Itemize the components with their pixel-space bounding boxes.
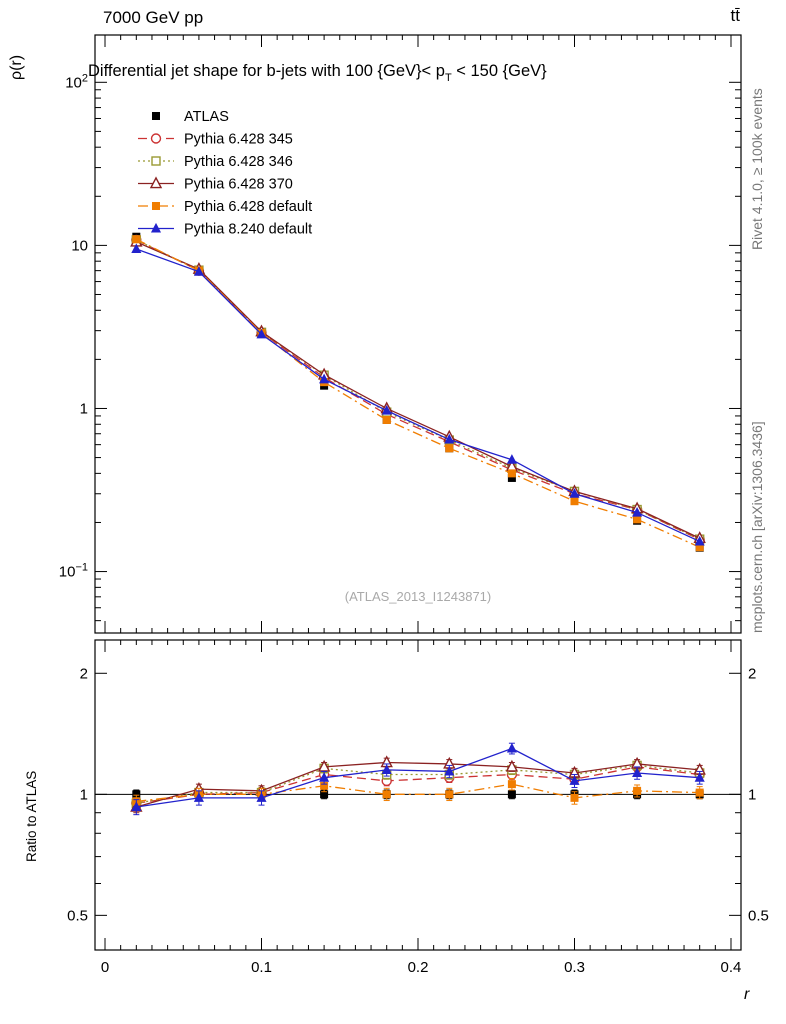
x-tick-label: 0.3	[564, 959, 585, 976]
series-pythia-6-428-346	[131, 235, 705, 810]
x-tick-label: 0.2	[408, 959, 429, 976]
ratio-y-tick-label: 0.5	[67, 907, 88, 924]
plot-title-post: < 150 {GeV}	[451, 62, 547, 80]
plot-title-subscript: T	[444, 72, 452, 84]
legend: ATLAS Pythia 6.428 345 Pythia 6.428 346 Pyt…	[138, 109, 312, 238]
x-tick-label: 0	[101, 959, 109, 976]
legend-item-1: Pythia 6.428 345	[138, 132, 293, 148]
legend-label: Pythia 6.428 370	[184, 177, 293, 193]
legend-item-4: Pythia 6.428 default	[138, 199, 312, 215]
main-y-tick-label: 10−1	[59, 562, 88, 581]
legend-label: Pythia 6.428 346	[184, 154, 293, 170]
legend-label: Pythia 8.240 default	[184, 222, 312, 238]
series-pythia-6-428-345	[131, 234, 705, 810]
beam-energy-label: 7000 GeV pp	[103, 8, 204, 27]
rivet-version-note: Rivet 4.1.0, ≥ 100k events	[749, 88, 765, 250]
legend-item-5: Pythia 8.240 default	[138, 222, 312, 238]
series-pythia-6-428-370	[130, 234, 706, 814]
axes: 102 10 1 10−1 2 2 1 1 0.5 0.5 0 0.1 0.2 0.3 0.4	[59, 34, 769, 976]
ratio-y-axis-title: Ratio to ATLAS	[24, 770, 39, 862]
plot-title: Differential jet shape for b-jets with 1…	[88, 62, 547, 84]
legend-item-3: Pythia 6.428 370	[138, 176, 293, 193]
main-y-tick-label: 1	[80, 400, 88, 417]
ratio-y-tick-label-right: 0.5	[748, 907, 769, 924]
main-y-axis-title: ρ(r)	[8, 54, 25, 80]
main-y-tick-label: 102	[65, 72, 88, 91]
x-axis-title: r	[744, 986, 750, 1003]
legend-label: ATLAS	[184, 109, 229, 125]
ratio-y-tick-label: 1	[80, 786, 88, 803]
legend-item-2: Pythia 6.428 346	[138, 154, 293, 170]
ratio-y-tick-label-right: 2	[748, 665, 756, 682]
legend-label: Pythia 6.428 default	[184, 199, 312, 215]
x-tick-label: 0.4	[721, 959, 742, 976]
series-pythia-8-240-default	[131, 243, 705, 816]
process-label: tt̄	[730, 6, 740, 25]
main-y-tick-label: 10	[71, 237, 88, 254]
mcplots-credit: mcplots.cern.ch [arXiv:1306.3436]	[749, 421, 765, 633]
series-pythia-6-428-default	[132, 235, 704, 809]
ratio-y-tick-label: 2	[80, 665, 88, 682]
plot-title-pre: Differential jet shape for b-jets with 1…	[88, 62, 445, 80]
legend-label: Pythia 6.428 345	[184, 132, 293, 148]
x-tick-label: 0.1	[251, 959, 272, 976]
legend-item-0: ATLAS	[152, 109, 229, 125]
series-atlas	[132, 232, 704, 800]
ratio-y-tick-label-right: 1	[748, 786, 756, 803]
analysis-watermark: (ATLAS_2013_I1243871)	[344, 589, 492, 604]
